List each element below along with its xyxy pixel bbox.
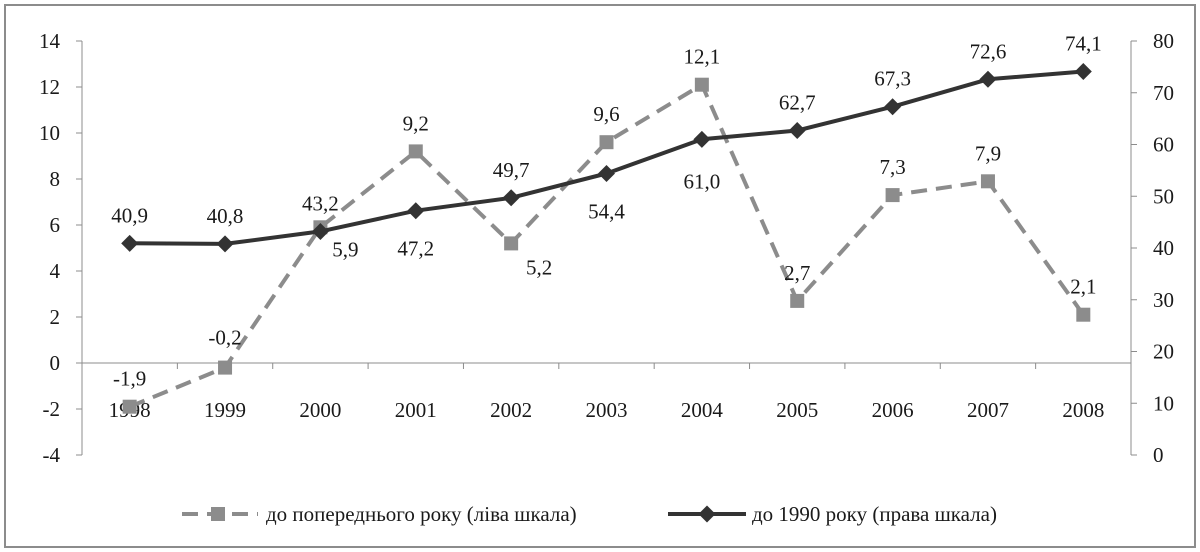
series-1-data-label: -1,9 [113,367,146,391]
series-2-data-label: 40,9 [111,203,148,227]
series-1-data-label: 9,2 [403,111,429,135]
series-1-marker-square [885,188,900,203]
series-2-marker-diamond [502,189,520,207]
x-tick-label: 2003 [586,398,628,422]
x-tick-label: 2006 [872,398,914,422]
left-y-tick-label: 12 [39,75,60,99]
series-2-marker-diamond [693,130,711,148]
series-2-data-label: 67,3 [874,67,911,91]
series-2-marker-diamond [1074,63,1092,81]
x-tick-label: 2005 [776,398,818,422]
left-y-tick-label: 10 [39,121,60,145]
series-2-marker-diamond [884,98,902,116]
legend-marker-diamond [698,505,716,523]
series-2-data-label: 49,7 [493,158,530,182]
left-y-tick-label: 8 [50,167,61,191]
series-1-data-label: 2,1 [1070,275,1096,299]
x-tick-label: 2008 [1062,398,1104,422]
series-2-marker-diamond [216,235,234,253]
x-tick-label: 1999 [204,398,246,422]
series-2-data-label: 40,8 [207,204,244,228]
series-1-marker-square [694,77,709,92]
series-2-marker-diamond [979,70,997,88]
chart-frame [4,4,1196,548]
series-1-data-label: -0,2 [208,326,241,350]
series-2-marker-diamond [121,234,139,252]
series-2-data-label: 54,4 [588,199,625,223]
left-y-tick-label: 6 [50,213,61,237]
x-tick-label: 2002 [490,398,532,422]
left-y-tick-label: 14 [39,29,61,53]
series-1-data-label: 5,9 [332,237,358,261]
series-2-data-label: 47,2 [397,237,434,261]
series-1-marker-square [790,293,805,308]
right-y-tick-label: 10 [1153,391,1174,415]
right-y-tick-label: 50 [1153,184,1174,208]
series-2-data-label: 74,1 [1065,32,1102,56]
series-1-data-label: 12,1 [683,45,720,69]
series-2-data-label: 43,2 [302,191,339,215]
legend-label-series-1: до попереднього року (ліва шкала) [266,502,577,526]
x-tick-label: 2004 [681,398,724,422]
x-tick-label: 2000 [299,398,341,422]
series-2-marker-diamond [598,164,615,182]
series-2-data-label: 72,6 [970,39,1007,63]
series-2-data-label: 61,0 [683,169,720,193]
left-y-tick-label: 0 [50,351,61,375]
left-y-tick-label: -4 [43,443,61,467]
left-y-tick-label: 4 [50,259,61,283]
series-1-marker-square [408,144,423,159]
series-2-marker-diamond [788,122,806,140]
x-tick-label: 2007 [967,398,1009,422]
series-1-data-label: 7,3 [879,155,905,179]
right-y-tick-label: 70 [1153,81,1174,105]
series-1-marker-square [980,174,995,189]
series-1-data-label: 2,7 [784,261,810,285]
right-y-tick-label: 80 [1153,29,1174,53]
x-tick-label: 2001 [395,398,437,422]
legend-label-series-2: до 1990 року (права шкала) [752,502,997,526]
left-y-tick-label: -2 [43,397,61,421]
right-y-tick-label: 60 [1153,133,1174,157]
series-1-marker-square [218,360,233,375]
series-1-marker-square [504,236,519,251]
series-1-data-label: 9,6 [593,102,619,126]
series-1-marker-square [1076,307,1091,322]
series-1-data-label: 5,2 [526,255,552,279]
right-y-tick-label: 20 [1153,340,1174,364]
right-y-tick-label: 40 [1153,236,1174,260]
series-2-data-label: 62,7 [779,91,816,115]
left-y-tick-label: 2 [50,305,61,329]
series-2-marker-diamond [407,202,425,220]
series-1-marker-square [122,399,137,414]
right-y-tick-label: 30 [1153,288,1174,312]
series-2-marker-diamond [311,222,329,240]
series-1-data-label: 7,9 [975,141,1001,165]
series-1-line [128,82,1085,409]
legend-marker-square [211,507,225,521]
right-y-tick-label: 0 [1153,443,1164,467]
series-1-marker-square [599,135,614,150]
